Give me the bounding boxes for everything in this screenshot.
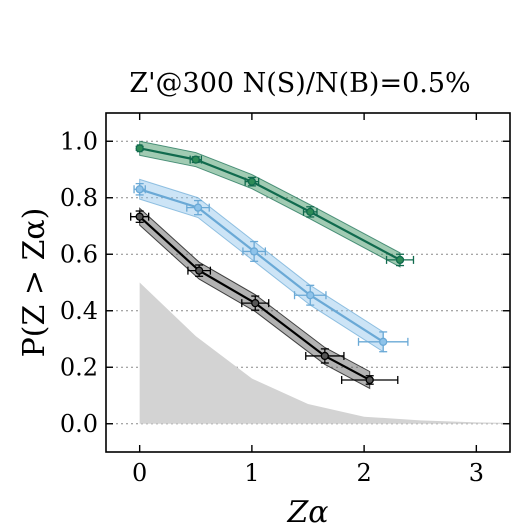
data-point [247,177,257,186]
background-area [139,282,510,424]
x-tick-label: 1 [244,459,259,487]
data-point [379,337,388,346]
y-tick-label: 0.6 [60,240,98,268]
plot-frame [105,112,511,453]
plot-area [106,140,510,425]
data-point [135,144,144,153]
y-axis-label: P(Z > Zα) [17,208,52,358]
series-2 [130,207,399,390]
data-point [306,291,315,300]
data-point [395,255,405,265]
x-tick-label: 2 [356,459,371,487]
y-tick-label: 0.8 [60,184,98,212]
data-point [365,375,374,385]
data-point [251,298,260,308]
axis-ticks: 0.0 0.2 0.4 0.6 0.8 1.0 0 1 2 3 [60,113,510,487]
data-point [135,212,144,221]
series-1 [133,178,409,353]
x-tick-label: 0 [132,459,147,487]
data-point [306,207,315,217]
y-tick-label: 1.0 [60,127,98,155]
data-point [193,203,203,212]
y-tick-label: 0.4 [60,297,98,325]
data-point [194,266,204,275]
data-point [135,185,144,194]
data-point [191,155,200,164]
x-tick-label: 3 [469,459,484,487]
data-point [249,247,259,256]
chart-title: Z'@300 N(S)/N(B)=0.5% [129,68,470,99]
data-point [320,351,329,361]
x-axis-label: Zα [286,495,328,530]
y-tick-label: 0.0 [60,410,98,438]
y-tick-label: 0.2 [60,353,98,381]
series-0 [135,140,415,268]
